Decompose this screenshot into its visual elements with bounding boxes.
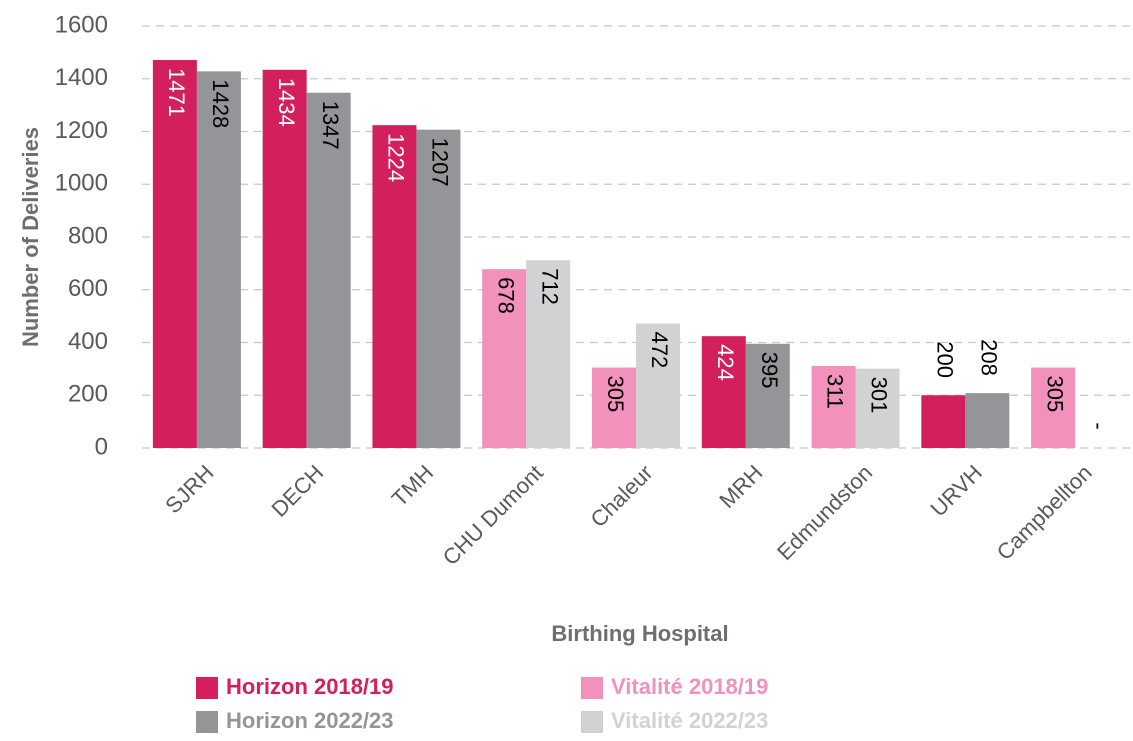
- data-label: 1207: [428, 138, 453, 187]
- bar: [372, 125, 417, 449]
- data-label: 1347: [318, 101, 343, 150]
- bar: [855, 368, 900, 448]
- bar: [811, 365, 856, 448]
- data-label: 1434: [274, 78, 299, 127]
- data-label: 712: [537, 268, 562, 305]
- x-tick-label: DECH: [267, 460, 329, 522]
- bar: [262, 69, 307, 448]
- x-tick-label: CHU Dumont: [438, 460, 548, 570]
- bar: [306, 92, 351, 448]
- bar: [416, 129, 461, 448]
- x-tick-label: Chaleur: [585, 460, 657, 532]
- data-label: 301: [867, 377, 892, 414]
- data-label: 208: [977, 339, 1002, 376]
- data-label: 311: [823, 374, 848, 409]
- data-label: 678: [493, 277, 518, 314]
- legend-swatch: [581, 677, 603, 699]
- bar: [592, 367, 636, 448]
- bar: [482, 269, 527, 448]
- x-tick-label: MRH: [714, 460, 767, 513]
- y-tick-label: 1400: [55, 64, 108, 91]
- legend-label: Vitalité 2018/19: [611, 674, 768, 699]
- data-label: 1224: [384, 133, 409, 182]
- bar: [1031, 367, 1076, 448]
- bar: [921, 395, 966, 448]
- data-label: 424: [713, 344, 738, 381]
- legend-label: Horizon 2018/19: [226, 674, 394, 699]
- bar: [196, 71, 241, 449]
- legend-label: Vitalité 2022/23: [611, 708, 768, 733]
- x-tick-label: TMH: [387, 460, 438, 511]
- x-tick-label: Campbellton: [992, 460, 1097, 565]
- data-label: 1471: [164, 68, 189, 117]
- data-label: 395: [757, 352, 782, 389]
- data-label: -: [1086, 422, 1111, 429]
- y-tick-label: 600: [68, 275, 108, 302]
- legend-swatch: [196, 677, 218, 699]
- data-label: 472: [647, 332, 672, 369]
- bar: [636, 323, 680, 448]
- legend-swatch: [581, 711, 603, 733]
- y-tick-label: 1600: [55, 11, 108, 38]
- bar: [152, 60, 197, 449]
- y-tick-label: 800: [68, 222, 108, 249]
- bar: [745, 343, 790, 448]
- bar: [965, 393, 1010, 448]
- bar: [701, 336, 746, 448]
- bar: [526, 260, 571, 448]
- y-tick-label: 0: [95, 433, 108, 460]
- data-label: 305: [603, 376, 628, 413]
- data-label: 1428: [208, 79, 233, 128]
- y-tick-label: 1000: [55, 170, 108, 197]
- data-label: 305: [1042, 376, 1067, 413]
- data-label: 200: [933, 341, 958, 378]
- y-tick-label: 400: [68, 328, 108, 355]
- legend-label: Horizon 2022/23: [226, 708, 394, 733]
- x-axis-title: Birthing Hospital: [551, 621, 728, 646]
- y-tick-label: 1200: [55, 117, 108, 144]
- x-tick-label: Edmundston: [772, 460, 877, 565]
- y-tick-label: 200: [68, 381, 108, 408]
- x-tick-label: URVH: [925, 460, 986, 521]
- x-tick-label: SJRH: [160, 460, 218, 518]
- legend-swatch: [196, 711, 218, 733]
- y-axis-title: Number of Deliveries: [18, 127, 43, 347]
